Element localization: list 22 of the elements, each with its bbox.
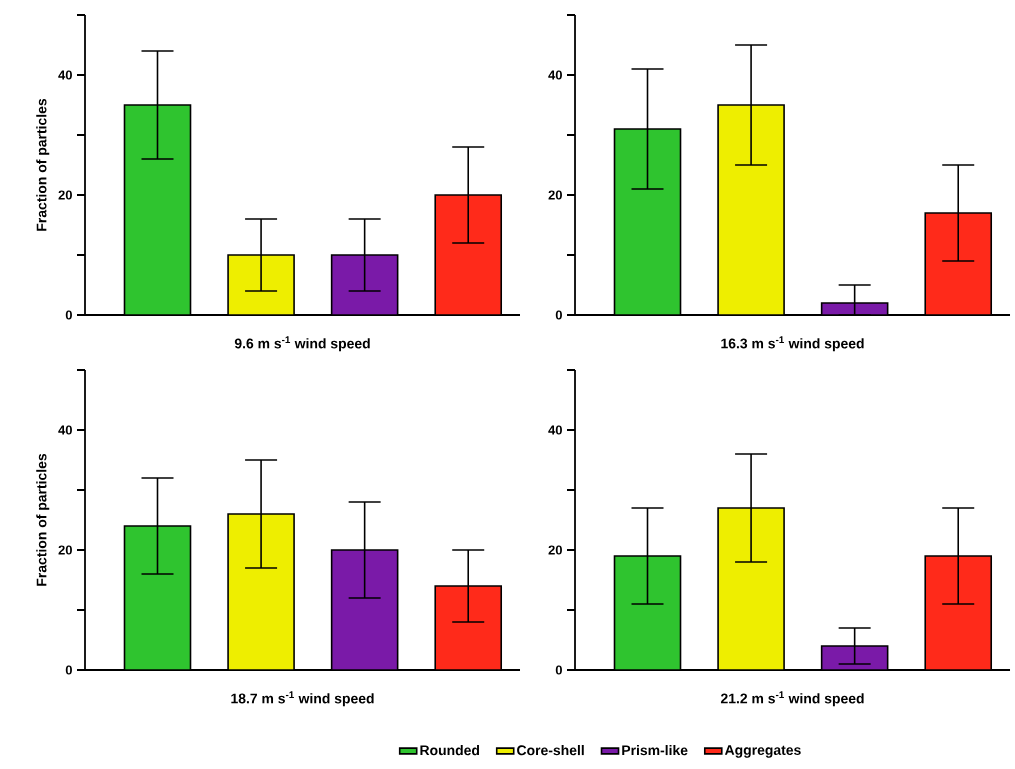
legend-label: Rounded — [420, 744, 480, 756]
x-axis-title: 9.6 m s$^{-1}$ wind speed — [234, 336, 370, 352]
x-axis-title: 21.2 m s$^{-1}$ wind speed — [720, 691, 864, 707]
y-tick-label: 0 — [65, 310, 72, 320]
y-axis-title: Fraction of particles — [36, 98, 50, 231]
y-tick-label: 40 — [548, 425, 562, 435]
y-tick-label: 20 — [548, 190, 562, 200]
y-tick-label: 20 — [548, 545, 562, 555]
x-axis-title: 16.3 m s$^{-1}$ wind speed — [721, 336, 864, 352]
y-tick-label: 40 — [58, 70, 72, 80]
y-tick-label: 0 — [65, 665, 72, 675]
y-tick-label: 20 — [58, 545, 72, 555]
y-tick-label: 20 — [58, 190, 72, 200]
y-axis-title: Fraction of particles — [36, 453, 50, 586]
legend-label: Core-shell — [517, 744, 584, 756]
legend-label: Prism-like — [622, 744, 688, 756]
legend-label: Aggregates — [724, 745, 801, 758]
x-axis-title: 18.7 m s$^{-1}$ wind speed — [231, 691, 374, 707]
y-tick-label: 0 — [555, 310, 562, 320]
y-tick-label: 40 — [548, 70, 562, 80]
y-tick-label: 0 — [555, 665, 562, 675]
y-tick-label: 40 — [58, 425, 72, 435]
